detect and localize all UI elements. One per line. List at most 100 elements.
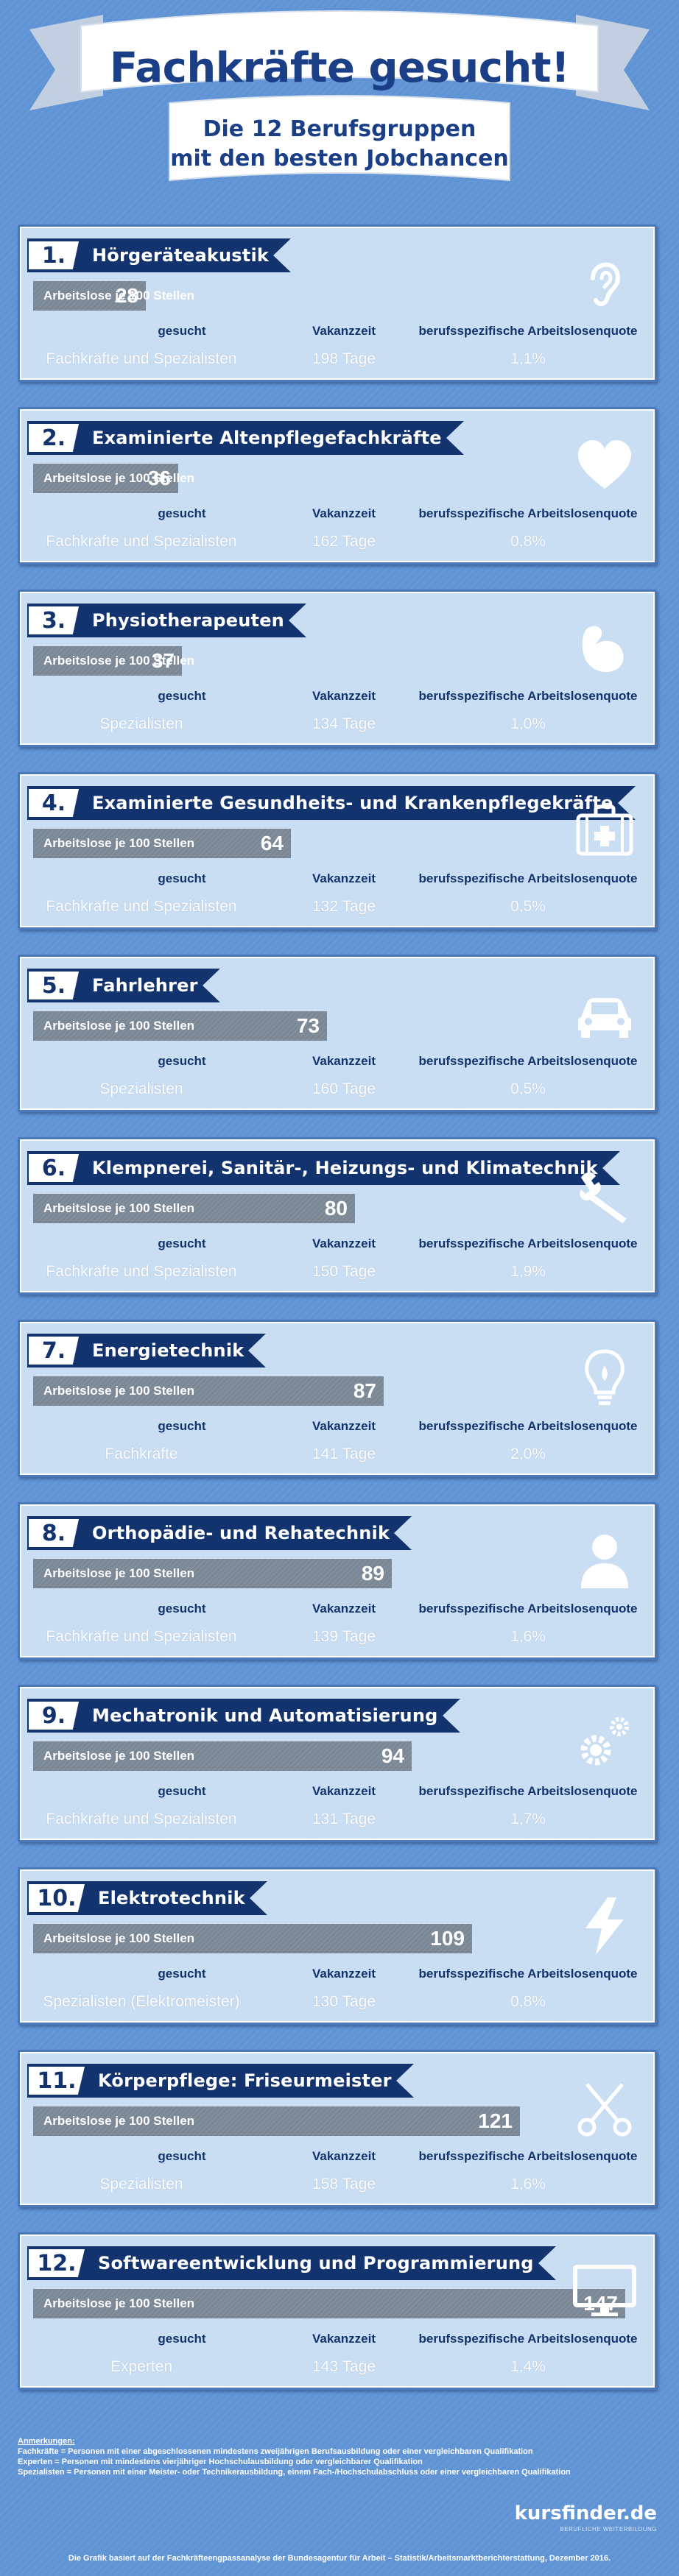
quote-value: 0,5% [510,898,546,915]
unemployed-bar-track: Arbeitslose je 100 Stellen 64 [33,829,637,858]
quote-value: 0,8% [510,1993,546,2010]
col-head-quote: berufsspezifische Arbeitslosenquote [418,1602,638,1616]
quote-value: 1,6% [510,2176,546,2193]
card-title-banner: 5. Fahrlehrer [27,969,220,1002]
unemployed-bar [33,1924,472,1953]
bar-label: Arbeitslose je 100 Stellen [43,1566,195,1580]
col-head-gesucht: gesucht [158,506,206,520]
col-head-gesucht: gesucht [158,1419,206,1433]
vakanzzeit-value: 158 Tage [312,2176,376,2193]
bar-label: Arbeitslose je 100 Stellen [43,2114,195,2128]
col-head-vakanzzeit: Vakanzzeit [312,506,376,520]
col-head-vakanzzeit: Vakanzzeit [312,2332,376,2346]
vakanzzeit-value: 150 Tage [312,1263,376,1280]
vakanzzeit-value: 141 Tage [312,1446,376,1462]
col-head-gesucht: gesucht [158,2149,206,2163]
bar-value: 87 [353,1379,376,1402]
gesucht-value: Spezialisten [99,1080,183,1097]
col-head-quote: berufsspezifische Arbeitslosenquote [418,2149,638,2163]
bar-label: Arbeitslose je 100 Stellen [43,654,195,668]
col-head-quote: berufsspezifische Arbeitslosenquote [418,871,638,885]
col-head-quote: berufsspezifische Arbeitslosenquote [418,324,638,338]
page-subtitle: Die 12 Berufsgruppen mit den besten Jobc… [0,115,679,174]
unemployed-bar [33,1011,327,1041]
occupation-card: 9. Mechatronik und Automatisierung Arbeits… [18,1685,657,1842]
unemployed-bar [33,646,182,676]
col-head-quote: berufsspezifische Arbeitslosenquote [418,1419,638,1433]
occupation-title: Elektrotechnik [98,1888,245,1908]
card-title-banner: 10. Elektrotechnik [27,1881,267,1915]
unemployed-bar-track: Arbeitslose je 100 Stellen 121 [33,2106,637,2136]
bar-label: Arbeitslose je 100 Stellen [43,2296,195,2310]
occupation-card: 1. Hörgeräteakustik Arbeitslose je 100 Ste… [18,224,657,382]
footnote-fachkraefte: Fachkräfte = Personen mit einer abgeschl… [18,2447,533,2456]
footnote-heading: Anmerkungen: [18,2437,75,2446]
header-banner: Fachkräfte gesucht! Die 12 Berufsgruppen… [0,0,679,191]
card-title-banner: 6. Klempnerei, Sanitär-, Heizungs- und Kl… [27,1151,620,1185]
bar-label: Arbeitslose je 100 Stellen [43,1749,195,1763]
occupation-title: Hörgeräteakustik [92,245,270,266]
logo-tagline: BERUFLICHE WEITERBILDUNG [560,2526,657,2533]
unemployed-bar [33,1194,355,1223]
kursfinder-logo[interactable]: kursfinder.de [514,2502,657,2524]
unemployed-bar-track: Arbeitslose je 100 Stellen 94 [33,1741,637,1771]
bar-label: Arbeitslose je 100 Stellen [43,471,195,485]
ribbon-graphic [29,10,650,182]
quote-value: 0,8% [510,533,546,550]
source-note: Die Grafik basiert auf der Fachkräfteeng… [68,2554,611,2563]
occupation-card: 10. Elektrotechnik Arbeitslose je 100 Stel… [18,1867,657,2025]
card-title-banner: 9. Mechatronik und Automatisierung [27,1699,460,1733]
unemployed-bar [33,464,178,493]
unemployed-bar-track: Arbeitslose je 100 Stellen 80 [33,1194,637,1223]
occupation-title: Mechatronik und Automatisierung [92,1705,438,1726]
bar-value: 109 [430,1927,465,1950]
quote-value: 1,4% [510,2358,546,2375]
unemployed-bar-track: Arbeitslose je 100 Stellen 109 [33,1924,637,1953]
col-head-quote: berufsspezifische Arbeitslosenquote [418,689,638,703]
occupation-card: 7. Energietechnik Arbeitslose je 100 Stell… [18,1320,657,1477]
gesucht-value: Spezialisten [99,715,183,732]
rank-badge: 1. [29,241,79,269]
rank-badge: 8. [29,1519,79,1547]
vakanzzeit-value: 162 Tage [312,533,376,550]
bar-label: Arbeitslose je 100 Stellen [43,1019,195,1033]
unemployed-bar-track: Arbeitslose je 100 Stellen 89 [33,1559,637,1588]
col-head-vakanzzeit: Vakanzzeit [312,1236,376,1250]
card-title-banner: 2. Examinierte Altenpflegefachkräfte [27,421,464,455]
card-title-banner: 12. Softwareentwicklung und Programmierun… [27,2246,556,2280]
quote-value: 1,7% [510,1811,546,1827]
card-title-banner: 3. Physiotherapeuten [27,604,306,637]
person-icon [571,1526,638,1594]
rank-badge: 6. [29,1154,79,1182]
unemployed-bar-track: Arbeitslose je 100 Stellen 37 [33,646,637,676]
gesucht-value: Fachkräfte und Spezialisten [46,898,237,915]
monitor-icon [571,2257,638,2324]
gesucht-value: Fachkräfte und Spezialisten [46,533,237,550]
unemployed-bar [33,829,291,858]
rank-badge: 5. [29,972,79,999]
card-title-banner: 11. Körperpflege: Friseurmeister [27,2064,414,2098]
occupation-card: 2. Examinierte Altenpflegefachkräfte Arbei… [18,407,657,565]
rank-badge: 12. [29,2249,85,2277]
bar-value: 94 [381,1744,404,1767]
occupation-title: Examinierte Gesundheits- und Krankenpfle… [92,793,613,813]
ear-icon [571,249,638,316]
rank-badge: 10. [29,1884,85,1912]
vakanzzeit-value: 139 Tage [312,1628,376,1645]
col-head-vakanzzeit: Vakanzzeit [312,324,376,338]
gesucht-value: Experten [110,2358,173,2375]
card-title-banner: 7. Energietechnik [27,1334,267,1367]
col-head-vakanzzeit: Vakanzzeit [312,1054,376,1068]
rank-badge: 7. [29,1337,79,1365]
bar-value: 28 [115,284,138,307]
footnotes: Anmerkungen: Fachkräfte = Personen mit e… [18,2436,607,2477]
occupation-card: 3. Physiotherapeuten Arbeitslose je 100 St… [18,590,657,747]
scissors-icon [571,2074,638,2142]
col-head-gesucht: gesucht [158,2332,206,2346]
col-head-quote: berufsspezifische Arbeitslosenquote [418,2332,638,2346]
vakanzzeit-value: 134 Tage [312,715,376,732]
bar-value: 37 [151,649,175,672]
lightning-icon [571,1892,638,1959]
unemployed-bar [33,2289,625,2318]
footnote-experten: Experten = Personen mit mindestens vierj… [18,2458,423,2466]
